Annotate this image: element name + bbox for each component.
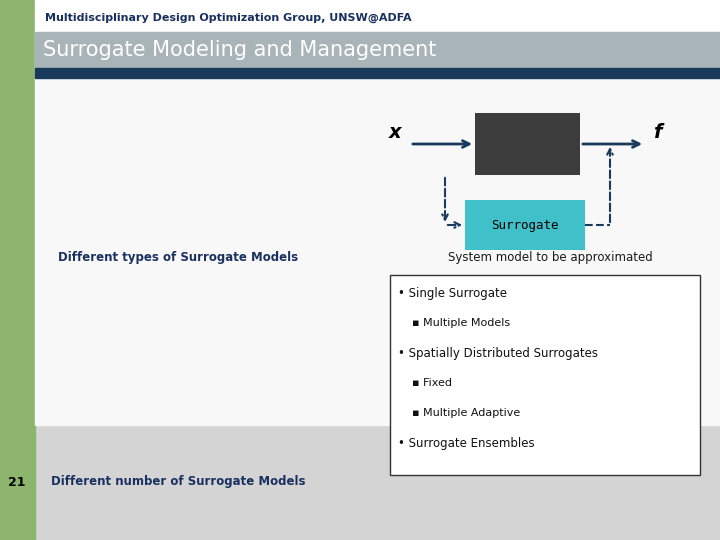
Bar bbox=[35, 0, 720, 35]
Bar bbox=[390, 275, 700, 475]
Bar bbox=[35, 68, 720, 78]
Text: ▪ Multiple Models: ▪ Multiple Models bbox=[412, 318, 510, 328]
Y-axis label: Response (f): Response (f) bbox=[22, 143, 27, 181]
Text: Multidisciplinary Design Optimization Group, UNSW@ADFA: Multidisciplinary Design Optimization Gr… bbox=[45, 13, 412, 23]
Text: x: x bbox=[389, 123, 401, 141]
Text: 21: 21 bbox=[8, 476, 26, 489]
Bar bbox=[35, 35, 720, 425]
Text: ▪ Multiple Adaptive: ▪ Multiple Adaptive bbox=[412, 408, 521, 418]
Text: • Single Surrogate: • Single Surrogate bbox=[398, 287, 507, 300]
Title: System Model: System Model bbox=[146, 320, 199, 329]
Bar bbox=[465, 200, 585, 250]
Text: Surrogate Modeling and Management: Surrogate Modeling and Management bbox=[43, 40, 436, 60]
Text: System model to be approximated: System model to be approximated bbox=[448, 252, 652, 265]
Text: Different types of Surrogate Models: Different types of Surrogate Models bbox=[58, 252, 298, 265]
Text: ▪ Fixed: ▪ Fixed bbox=[412, 378, 452, 388]
Bar bbox=[0, 0, 35, 540]
Text: Surrogate: Surrogate bbox=[491, 219, 559, 232]
Title: System Model: System Model bbox=[146, 72, 199, 81]
Y-axis label: Response (f): Response (f) bbox=[22, 388, 27, 427]
Bar bbox=[35, 32, 720, 68]
Text: • Surrogate Ensembles: • Surrogate Ensembles bbox=[398, 436, 535, 449]
X-axis label: Input (x): Input (x) bbox=[159, 260, 186, 265]
Text: Different number of Surrogate Models: Different number of Surrogate Models bbox=[50, 476, 305, 489]
Text: • Spatially Distributed Surrogates: • Spatially Distributed Surrogates bbox=[398, 347, 598, 360]
Text: f: f bbox=[653, 123, 661, 141]
Bar bbox=[475, 113, 580, 175]
X-axis label: Input (x): Input (x) bbox=[159, 503, 186, 508]
